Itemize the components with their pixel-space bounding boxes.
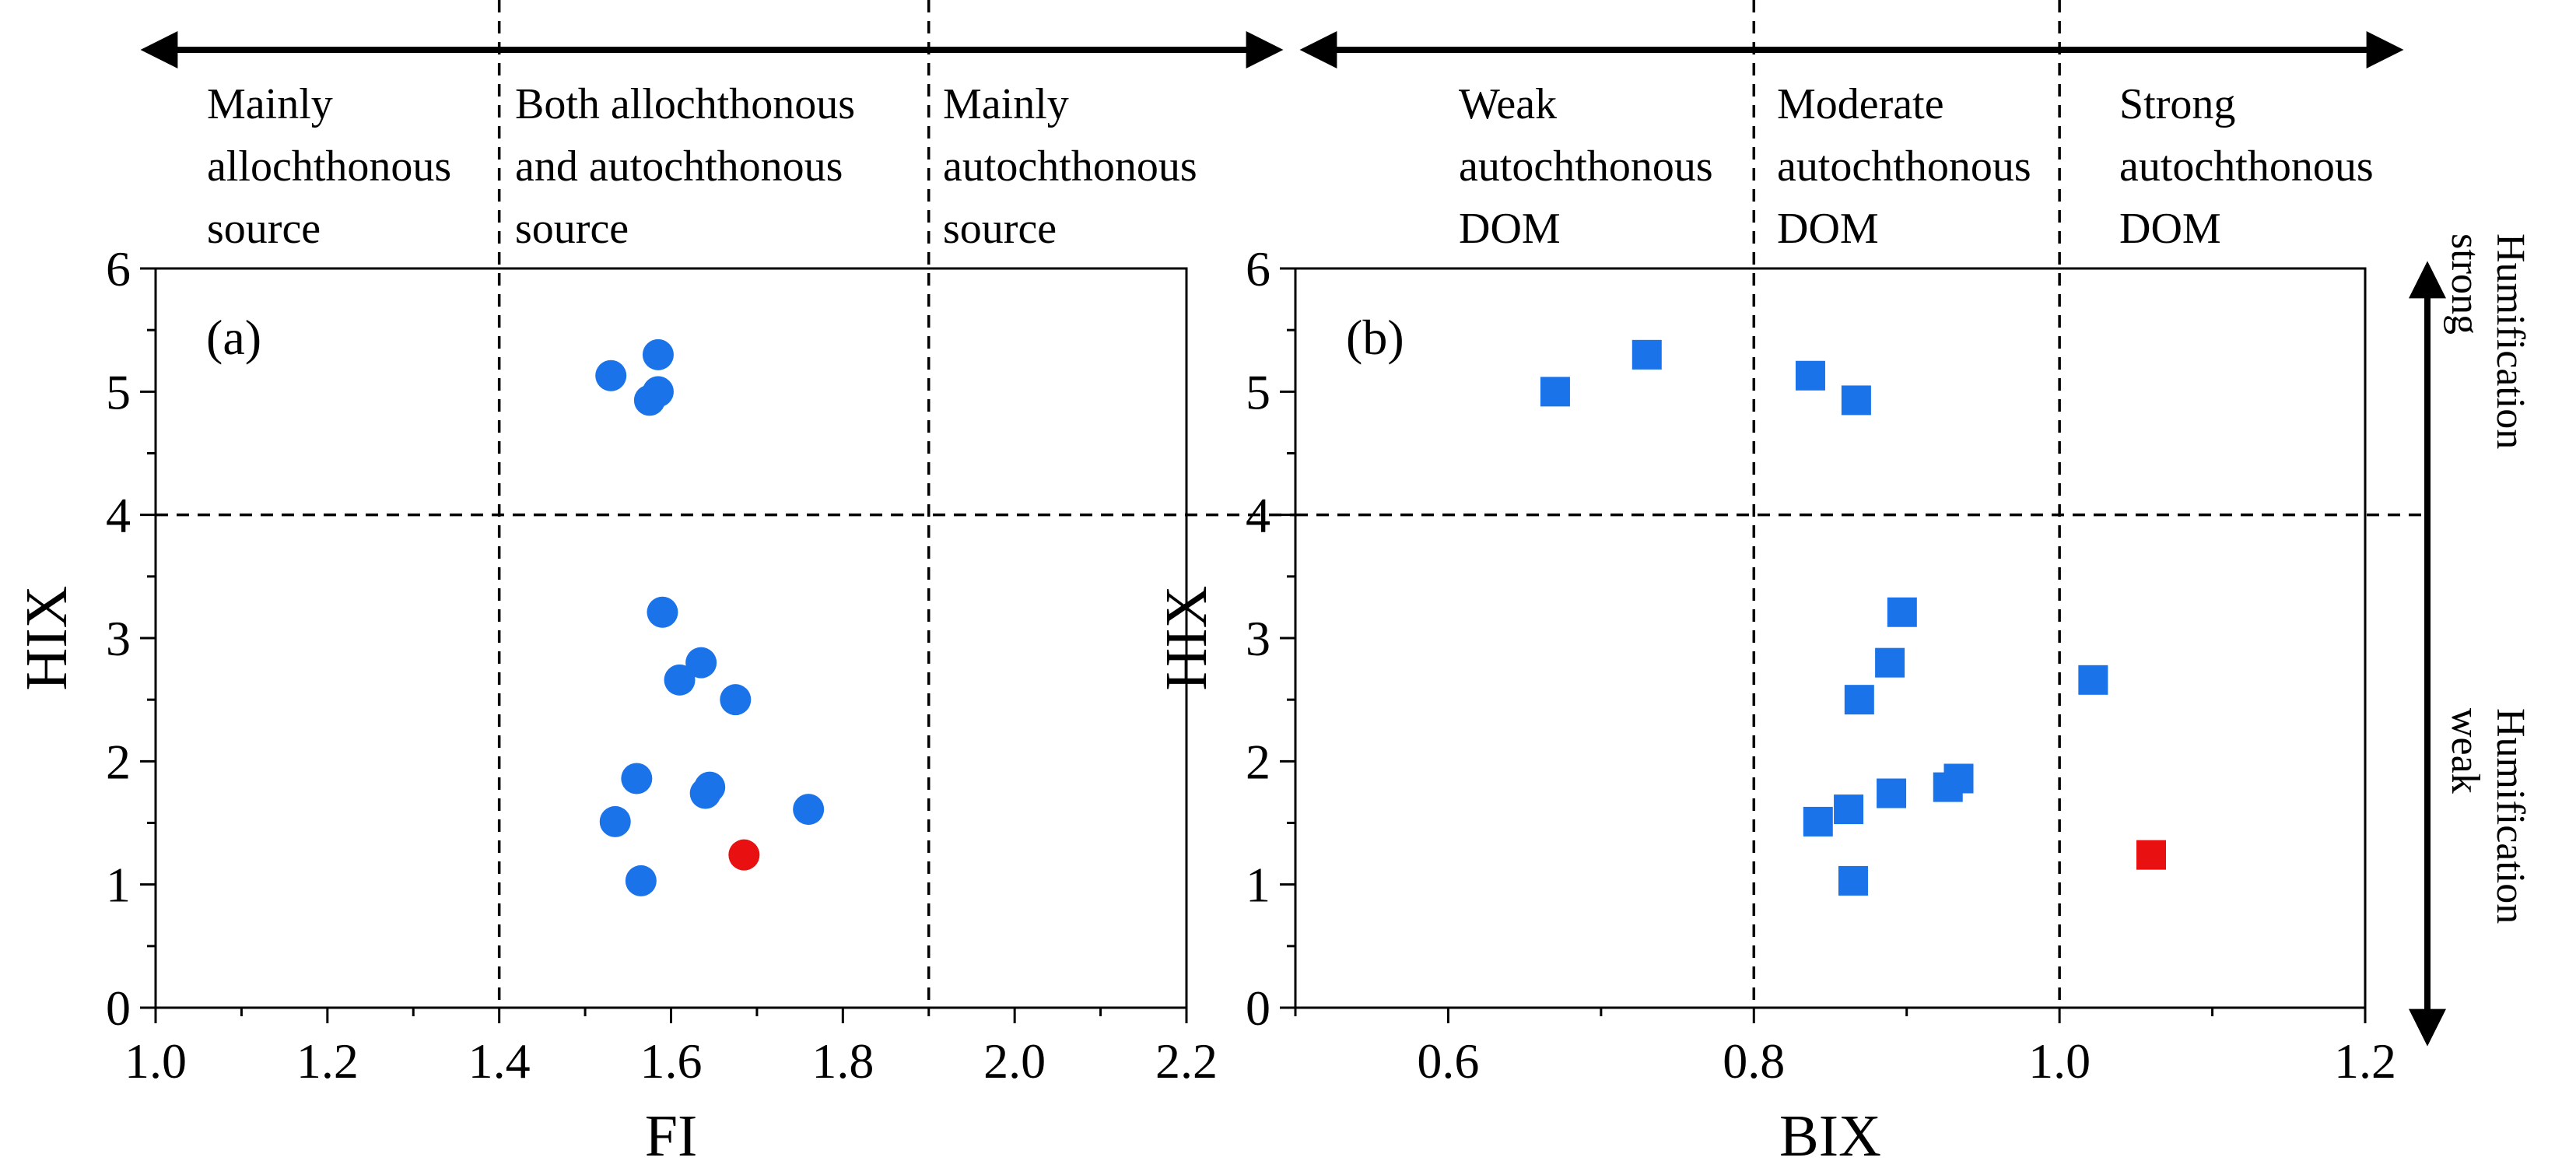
- ytick-label-b-1: 1: [1246, 858, 1270, 913]
- plot-frame-b: [1294, 267, 2367, 1009]
- xtick-label-a-0: 1.0: [124, 1033, 187, 1089]
- data-point-b-13: [1838, 865, 1868, 896]
- xtick-label-a-6: 2.2: [1155, 1033, 1218, 1089]
- bix-zone-strong-label: Strong autochthonous DOM: [2119, 80, 2385, 253]
- ytick-label-b-6: 6: [1246, 241, 1270, 296]
- data-point-b-5: [1875, 647, 1905, 678]
- xtick-label-b-3: 1.2: [2334, 1033, 2396, 1089]
- y-axis-label-b: HIX: [1154, 585, 1219, 690]
- data-point-a-8: [621, 763, 653, 794]
- xtick-label-a-2: 1.4: [468, 1033, 531, 1089]
- data-point-a-13: [625, 865, 657, 896]
- ytick-label-a-5: 5: [106, 364, 131, 419]
- xtick-label-b-0: 0.6: [1417, 1033, 1479, 1089]
- xtick-label-a-5: 2.0: [983, 1033, 1046, 1089]
- data-point-b-3: [1841, 385, 1871, 416]
- ytick-label-a-6: 6: [106, 241, 131, 296]
- highlight-point-a-14: [728, 839, 760, 871]
- data-point-a-11: [793, 794, 825, 826]
- data-point-b-2: [1795, 360, 1825, 391]
- ytick-label-b-4: 4: [1246, 488, 1270, 543]
- bix-zone-weak-label: Weak autochthonous DOM: [1459, 80, 1724, 253]
- data-point-a-3: [633, 384, 665, 416]
- data-point-b-4: [1887, 597, 1917, 627]
- data-point-a-12: [599, 805, 631, 837]
- data-point-a-0: [595, 360, 627, 391]
- xtick-label-b-2: 1.0: [2028, 1033, 2091, 1089]
- data-point-b-12: [1803, 806, 1833, 837]
- x-axis-label-a: FI: [645, 1103, 698, 1169]
- data-point-a-6: [664, 664, 696, 696]
- ytick-label-b-0: 0: [1246, 980, 1270, 1036]
- highlight-point-b-14: [2136, 840, 2166, 870]
- data-point-b-9: [1933, 772, 1963, 802]
- xtick-label-b-1: 0.8: [1723, 1033, 1785, 1089]
- humification-weak-label: Humification weak: [2443, 708, 2532, 934]
- panel-b-bix-scatter: 0.6 0.8 1.0 1.2 0 1 2 3 4 5 6 BIX HIX (b): [1154, 0, 2427, 1169]
- ytick-label-b-3: 3: [1246, 611, 1270, 666]
- ytick-label-b-2: 2: [1246, 734, 1270, 789]
- fi-zone-autochthonous-label: Mainly autochthonous source: [943, 80, 1208, 253]
- data-point-b-7: [2078, 665, 2108, 695]
- data-point-a-4: [647, 596, 678, 628]
- y-axis-label-a: HIX: [14, 585, 79, 690]
- panel-label-a: (a): [206, 310, 261, 365]
- bix-zone-moderate-label: Moderate autochthonous DOM: [1777, 80, 2042, 253]
- ytick-label-a-3: 3: [106, 611, 131, 666]
- data-point-b-10: [1877, 778, 1907, 808]
- data-point-b-0: [1540, 377, 1570, 407]
- data-point-a-1: [642, 338, 674, 370]
- data-point-b-1: [1631, 339, 1662, 370]
- fi-zone-allochthonous-label: Mainly allochthonous source: [207, 80, 462, 253]
- data-point-a-5: [685, 647, 717, 679]
- fi-zone-mixed-label: Both allochthonous and autochthonous sou…: [515, 80, 866, 253]
- humification-strong-label: Humification strong: [2443, 233, 2532, 459]
- ytick-label-a-0: 0: [106, 980, 131, 1036]
- plot-frame-a: [154, 267, 1188, 1009]
- ytick-label-a-2: 2: [106, 734, 131, 789]
- data-point-a-7: [720, 684, 752, 716]
- ytick-label-a-1: 1: [106, 858, 131, 913]
- panel-a-fi-scatter: 1.0 1.2 1.4 1.6 1.8 2.0 2.2 0 1 2 3 4 5 6 FI HIX (a): [14, 0, 1295, 1169]
- data-point-a-10: [689, 777, 721, 809]
- data-point-b-11: [1834, 794, 1864, 825]
- xtick-label-a-3: 1.6: [640, 1033, 703, 1089]
- data-point-b-6: [1844, 685, 1874, 715]
- xtick-label-a-1: 1.2: [296, 1033, 359, 1089]
- xtick-label-a-4: 1.8: [811, 1033, 874, 1089]
- ytick-label-a-4: 4: [106, 488, 131, 543]
- x-axis-label-b: BIX: [1779, 1103, 1881, 1169]
- ytick-label-b-5: 5: [1246, 364, 1270, 419]
- panel-label-b: (b): [1346, 310, 1404, 365]
